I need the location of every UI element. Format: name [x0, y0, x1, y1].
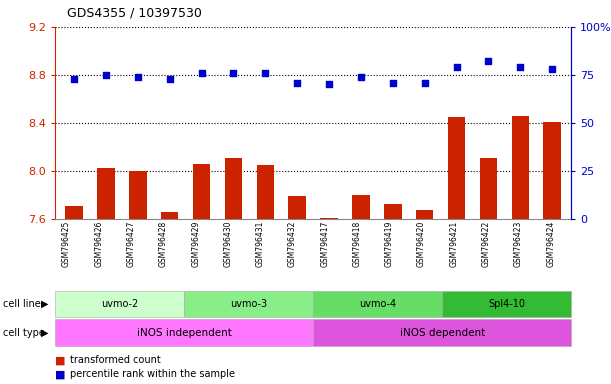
Text: uvmo-2: uvmo-2 [101, 299, 138, 309]
Bar [352, 195, 370, 219]
Bar [480, 158, 497, 219]
Text: percentile rank within the sample: percentile rank within the sample [70, 369, 235, 379]
Text: ■: ■ [55, 369, 65, 379]
Bar [320, 218, 338, 219]
Bar [543, 122, 561, 219]
Point [133, 74, 143, 80]
Bar [384, 204, 401, 219]
Text: uvmo-3: uvmo-3 [230, 299, 267, 309]
Bar [288, 196, 306, 219]
Bar [225, 158, 242, 219]
Text: GSM796430: GSM796430 [224, 221, 232, 267]
Text: GDS4355 / 10397530: GDS4355 / 10397530 [67, 6, 202, 19]
Bar [65, 206, 83, 219]
Point [483, 58, 493, 65]
Text: ▶: ▶ [41, 328, 48, 338]
Point [165, 76, 175, 82]
Bar [416, 210, 433, 219]
Text: GSM796417: GSM796417 [320, 221, 329, 267]
Text: cell type: cell type [3, 328, 45, 338]
Text: GSM796429: GSM796429 [191, 221, 200, 267]
Point [69, 76, 79, 82]
Point [197, 70, 207, 76]
Text: transformed count: transformed count [70, 355, 161, 365]
Bar [97, 169, 115, 219]
Text: GSM796420: GSM796420 [417, 221, 426, 267]
Text: ▶: ▶ [41, 299, 48, 309]
Point [388, 79, 398, 86]
Bar [193, 164, 210, 219]
Text: GSM796423: GSM796423 [514, 221, 523, 267]
Point [292, 79, 302, 86]
Text: GSM796432: GSM796432 [288, 221, 297, 267]
Point [452, 64, 461, 70]
Point [356, 74, 366, 80]
Text: GSM796421: GSM796421 [449, 221, 458, 267]
Bar [448, 117, 466, 219]
Point [260, 70, 270, 76]
Text: GSM796426: GSM796426 [94, 221, 103, 267]
Point [101, 72, 111, 78]
Text: cell line: cell line [3, 299, 41, 309]
Bar [161, 212, 178, 219]
Point [547, 66, 557, 72]
Text: GSM796422: GSM796422 [481, 221, 491, 267]
Text: GSM796418: GSM796418 [353, 221, 362, 267]
Text: iNOS dependent: iNOS dependent [400, 328, 485, 338]
Text: GSM796424: GSM796424 [546, 221, 555, 267]
Bar [511, 116, 529, 219]
Text: GSM796419: GSM796419 [385, 221, 394, 267]
Text: Spl4-10: Spl4-10 [488, 299, 525, 309]
Bar [257, 165, 274, 219]
Text: GSM796427: GSM796427 [126, 221, 136, 267]
Text: ■: ■ [55, 355, 65, 365]
Text: uvmo-4: uvmo-4 [359, 299, 397, 309]
Point [324, 81, 334, 88]
Point [516, 64, 525, 70]
Point [229, 70, 238, 76]
Bar [129, 171, 147, 219]
Text: GSM796425: GSM796425 [62, 221, 71, 267]
Point [420, 79, 430, 86]
Text: iNOS independent: iNOS independent [137, 328, 232, 338]
Text: GSM796428: GSM796428 [159, 221, 168, 267]
Text: GSM796431: GSM796431 [256, 221, 265, 267]
